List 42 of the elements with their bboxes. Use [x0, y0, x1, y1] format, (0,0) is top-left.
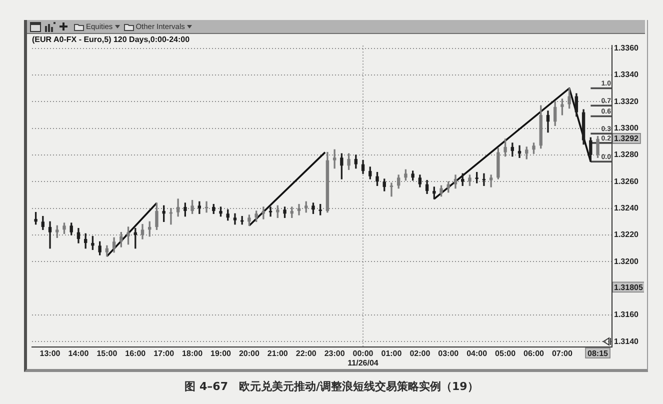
y-tick-label: 1.3240: [614, 204, 640, 213]
x-tick-label: 20:00: [238, 349, 260, 358]
x-tick-label: 22:00: [296, 349, 317, 358]
x-tick-label: 14:00: [68, 349, 90, 358]
y-tick-label: 1.3340: [614, 70, 640, 80]
x-tick-label: 21:00: [267, 349, 288, 358]
chart-subtitle: (EUR A0-FX - Euro,5) 120 Days,0:00-24:00: [32, 35, 190, 44]
y-tick-label: 1.31805: [614, 282, 644, 292]
y-tick-label: 1.3200: [614, 256, 640, 266]
x-tick-label: 06:00: [524, 349, 545, 358]
candlestick: [204, 201, 208, 213]
x-tick-label: 02:00: [410, 349, 431, 358]
y-tick-label: 1.3280: [614, 150, 640, 160]
x-tick-label: 03:00: [438, 349, 460, 358]
y-tick-label: 1.3220: [614, 230, 640, 240]
x-tick-label: 23:00: [324, 349, 346, 358]
x-tick-label: 01:00: [381, 349, 402, 358]
x-tick-label: 08:15: [588, 349, 609, 358]
x-tick-label: 19:00: [210, 349, 232, 358]
y-tick-label: 1.3260: [614, 176, 640, 186]
y-tick-label: 1.3360: [614, 43, 640, 52]
text: 图 4–67 欧元兑美元推动/调整浪短线交易策略实例（19）: [184, 380, 480, 394]
y-tick-label: 1.3292: [614, 134, 640, 144]
x-tick-label: 16:00: [125, 349, 146, 358]
x-tick-label: 04:00: [466, 349, 488, 358]
candlestick: [268, 206, 272, 217]
candlestick: [332, 149, 336, 169]
x-tick-label: 00:00 11/26/04: [348, 349, 379, 368]
x-tick-label: 07:00: [552, 349, 573, 358]
y-tick-label: 1.3160: [614, 310, 640, 320]
x-tick-label: 05:00: [495, 349, 516, 358]
x-tick-label: 17:00: [154, 349, 175, 358]
y-tick-label: 1.3300: [614, 123, 640, 132]
x-tick-label: 13:00: [40, 349, 61, 358]
y-tick-label: 1.3320: [614, 96, 640, 106]
candlestick: [482, 173, 486, 186]
x-tick-label: 18:00: [182, 349, 204, 358]
candlestick: [48, 221, 52, 249]
candlestick: [489, 174, 493, 188]
candlestick: [390, 182, 394, 197]
x-tick-label: 15:00: [96, 349, 118, 358]
y-tick-label: 1.3140: [614, 336, 640, 346]
